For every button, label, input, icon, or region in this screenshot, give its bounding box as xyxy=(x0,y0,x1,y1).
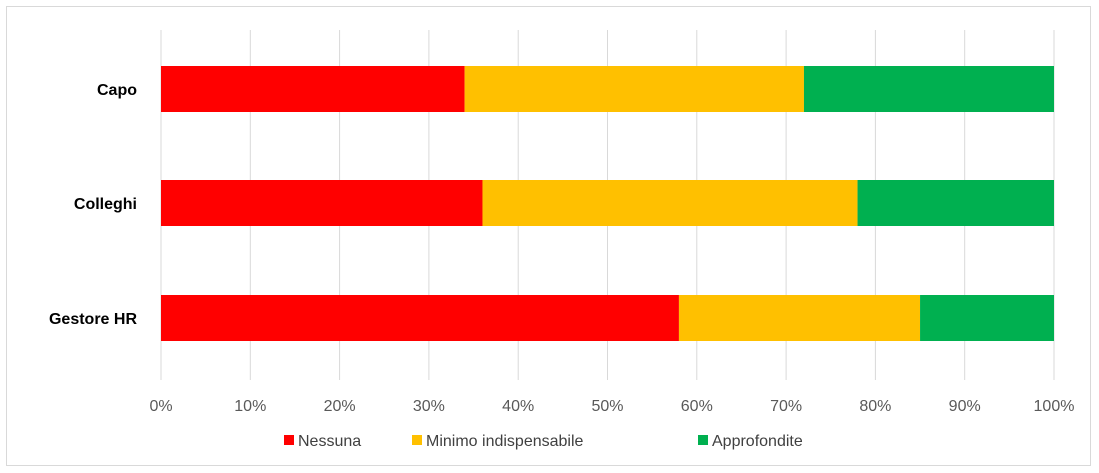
legend-label: Nessuna xyxy=(298,433,361,450)
x-tick-label: 30% xyxy=(413,398,445,415)
category-labels: Capo Colleghi Gestore HR xyxy=(49,82,137,328)
bar-segment xyxy=(857,180,1054,226)
x-tick-label: 50% xyxy=(591,398,623,415)
x-tick-label: 90% xyxy=(949,398,981,415)
bar-segment xyxy=(678,295,921,341)
legend-item: Nessuna xyxy=(284,433,361,450)
x-tick-labels: 0% 10% 20% 30% 40% 50% 60% 70% 80% 90% 100% xyxy=(149,398,1074,415)
legend-swatch xyxy=(698,435,708,445)
legend-swatch xyxy=(284,435,294,445)
legend-label: Approfondite xyxy=(712,433,803,450)
legend: Nessuna Minimo indispensabile Approfondite xyxy=(284,433,803,450)
category-label: Gestore HR xyxy=(49,311,137,328)
bars xyxy=(161,66,1054,341)
bar-segment xyxy=(161,180,483,226)
x-tick-label: 10% xyxy=(234,398,266,415)
legend-label: Minimo indispensabile xyxy=(426,433,584,450)
bar-segment xyxy=(803,66,1054,112)
x-tick-label: 80% xyxy=(859,398,891,415)
legend-swatch xyxy=(412,435,422,445)
legend-item: Approfondite xyxy=(698,433,803,450)
category-label: Capo xyxy=(97,82,137,99)
bar-segment xyxy=(464,66,804,112)
bar-segment xyxy=(482,180,858,226)
bar-segment xyxy=(161,66,465,112)
x-tick-label: 40% xyxy=(502,398,534,415)
category-label: Colleghi xyxy=(74,196,137,213)
x-tick-label: 70% xyxy=(770,398,802,415)
legend-item: Minimo indispensabile xyxy=(412,433,584,450)
x-tick-label: 0% xyxy=(149,398,172,415)
x-tick-label: 20% xyxy=(324,398,356,415)
bar-segment xyxy=(161,295,679,341)
x-tick-label: 60% xyxy=(681,398,713,415)
x-tick-label: 100% xyxy=(1034,398,1075,415)
bar-segment xyxy=(920,295,1054,341)
